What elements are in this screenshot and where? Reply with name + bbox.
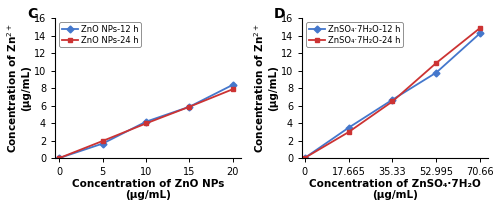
- ZnO NPs-24 h: [230, 88, 236, 90]
- ZnO NPs-12 h: [56, 157, 62, 159]
- Text: C: C: [27, 7, 38, 21]
- ZnSO₄·7H₂O-12 h: [390, 98, 396, 101]
- ZnO NPs-24 h: [56, 157, 62, 159]
- ZnSO₄·7H₂O-12 h: [477, 32, 483, 34]
- Text: D: D: [274, 7, 285, 21]
- ZnO NPs-24 h: [143, 122, 149, 125]
- Line: ZnSO₄·7H₂O-12 h: ZnSO₄·7H₂O-12 h: [302, 31, 482, 160]
- Y-axis label: Concentration of Zn$^{2+}$
(μg/mL): Concentration of Zn$^{2+}$ (μg/mL): [6, 23, 31, 153]
- X-axis label: Concentration of ZnO NPs
(μg/mL): Concentration of ZnO NPs (μg/mL): [72, 179, 225, 200]
- Legend: ZnO NPs-12 h, ZnO NPs-24 h: ZnO NPs-12 h, ZnO NPs-24 h: [60, 22, 141, 47]
- ZnSO₄·7H₂O-24 h: [477, 27, 483, 29]
- ZnO NPs-12 h: [230, 84, 236, 86]
- ZnO NPs-12 h: [186, 105, 192, 108]
- ZnSO₄·7H₂O-12 h: [346, 126, 352, 129]
- ZnO NPs-12 h: [143, 120, 149, 123]
- Line: ZnSO₄·7H₂O-24 h: ZnSO₄·7H₂O-24 h: [302, 26, 482, 160]
- Y-axis label: Concentration of Zn$^{2+}$
(μg/mL): Concentration of Zn$^{2+}$ (μg/mL): [252, 23, 278, 153]
- ZnSO₄·7H₂O-12 h: [302, 157, 308, 159]
- Line: ZnO NPs-24 h: ZnO NPs-24 h: [57, 87, 235, 160]
- Legend: ZnSO₄·7H₂O-12 h, ZnSO₄·7H₂O-24 h: ZnSO₄·7H₂O-12 h, ZnSO₄·7H₂O-24 h: [306, 22, 403, 47]
- ZnO NPs-12 h: [100, 142, 106, 145]
- Line: ZnO NPs-12 h: ZnO NPs-12 h: [57, 82, 235, 160]
- ZnSO₄·7H₂O-24 h: [390, 100, 396, 103]
- X-axis label: Concentration of ZnSO₄·7H₂O
(μg/mL): Concentration of ZnSO₄·7H₂O (μg/mL): [310, 179, 481, 200]
- ZnSO₄·7H₂O-12 h: [434, 71, 440, 74]
- ZnO NPs-24 h: [100, 140, 106, 142]
- ZnSO₄·7H₂O-24 h: [346, 131, 352, 133]
- ZnO NPs-24 h: [186, 105, 192, 108]
- ZnSO₄·7H₂O-24 h: [434, 62, 440, 64]
- ZnSO₄·7H₂O-24 h: [302, 157, 308, 159]
